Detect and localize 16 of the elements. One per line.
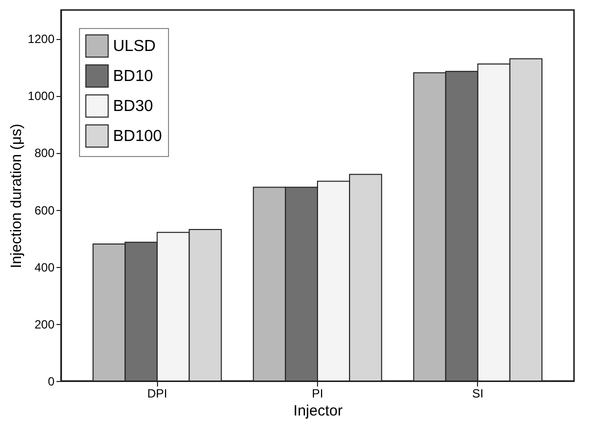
x-axis-title: Injector [293, 402, 343, 420]
x-tick-label: PI [312, 386, 324, 400]
x-tick-label: SI [472, 386, 484, 400]
legend-label: ULSD [113, 38, 156, 55]
y-tick-label: 600 [34, 203, 55, 218]
y-tick-label: 1200 [28, 32, 55, 46]
y-tick-label: 0 [48, 374, 55, 388]
y-tick-label: 1000 [28, 89, 55, 104]
y-tick-label: 800 [34, 146, 55, 160]
legend-label: BD10 [113, 68, 154, 85]
y-axis-title: Injection duration (μs) [8, 124, 25, 268]
x-tick-label: DPI [147, 386, 168, 400]
y-tick-label: 400 [34, 260, 55, 274]
y-tick-label: 200 [34, 317, 55, 332]
legend-label: BD100 [113, 128, 162, 145]
legend-label: BD30 [113, 98, 154, 115]
